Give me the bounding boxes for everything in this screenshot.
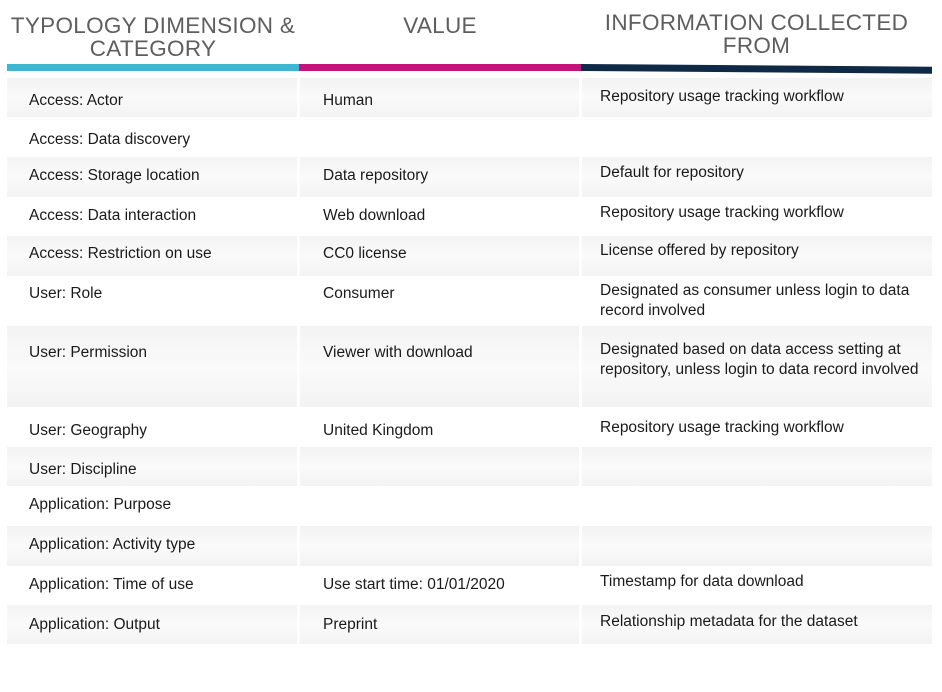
table-row: Access: Restriction on use CC0 license Lic… — [7, 236, 932, 276]
dimension-cell: Access: Storage location — [29, 167, 200, 184]
value-cell: Preprint — [323, 616, 378, 633]
dimension-cell: Access: Restriction on use — [29, 245, 212, 262]
typology-table: TYPOLOGY DIMENSION & CATEGORY VALUE INFO… — [7, 0, 932, 644]
table-header: TYPOLOGY DIMENSION & CATEGORY VALUE INFO… — [7, 0, 932, 64]
header-color-bars — [7, 64, 932, 74]
value-cell — [299, 117, 581, 157]
table-row: User: Permission Viewer with download Desi… — [7, 326, 932, 407]
source-cell: Relationship metadata for the dataset — [600, 613, 858, 630]
table-row: Access: Data discovery — [7, 117, 932, 157]
value-cell: Viewer with download — [323, 344, 473, 361]
navy-bar — [581, 64, 932, 74]
dimension-cell: User: Geography — [29, 422, 148, 439]
value-cell: Data repository — [323, 167, 429, 184]
table-row: Application: Activity type — [7, 526, 932, 566]
source-cell: Repository usage tracking workflow — [600, 88, 844, 105]
value-cell: Human — [323, 92, 373, 109]
dimension-cell: User: Discipline — [29, 461, 137, 478]
table-row: Access: Actor Human Repository usage track… — [7, 78, 932, 117]
value-cell: Consumer — [323, 285, 395, 302]
value-cell: United Kingdom — [323, 422, 434, 439]
source-cell — [581, 117, 932, 157]
cyan-bar — [7, 64, 299, 71]
table-row: User: Discipline — [7, 447, 932, 486]
source-cell — [581, 447, 932, 486]
dimension-cell: Access: Data interaction — [29, 207, 197, 224]
table-row: Application: Purpose — [7, 486, 932, 526]
header-source: INFORMATION COLLECTED FROM — [604, 10, 909, 58]
table-row: Application: Time of use Use start time: … — [7, 566, 932, 605]
source-cell: License offered by repository — [600, 242, 799, 259]
header-dimension: TYPOLOGY DIMENSION & CATEGORY — [10, 13, 296, 61]
dimension-cell: Application: Time of use — [29, 576, 194, 593]
table-row: Application: Output Preprint Relationship … — [7, 605, 932, 644]
table-row: User: Role Consumer Designated as consumer… — [7, 276, 932, 326]
value-cell: Use start time: 01/01/2020 — [323, 576, 505, 593]
source-cell: Timestamp for data download — [600, 573, 804, 590]
source-cell: Repository usage tracking workflow — [600, 419, 844, 436]
table-row: Access: Data interaction Web download Repo… — [7, 197, 932, 236]
source-cell — [581, 486, 932, 526]
source-cell: Default for repository — [600, 164, 744, 181]
dimension-cell: Application: Purpose — [29, 496, 172, 513]
column-divider — [297, 71, 300, 692]
column-divider — [579, 71, 582, 692]
source-cell: Designated as consumer unless login to d… — [600, 282, 910, 319]
dimension-cell: Application: Output — [29, 616, 160, 633]
source-cell: Designated based on data access setting … — [600, 341, 919, 378]
table-row: User: Geography United Kingdom Repository … — [7, 407, 932, 447]
value-cell: Web download — [323, 207, 426, 224]
source-cell: Repository usage tracking workflow — [600, 204, 844, 221]
source-cell — [581, 526, 932, 566]
header-value: VALUE — [403, 13, 477, 38]
value-cell — [299, 486, 581, 526]
dimension-cell: Application: Activity type — [29, 536, 196, 553]
value-cell: CC0 license — [323, 245, 407, 262]
value-cell — [299, 526, 581, 566]
dimension-cell: Access: Actor — [29, 92, 123, 109]
dimension-cell: User: Role — [29, 285, 103, 302]
magenta-bar — [299, 64, 581, 71]
dimension-cell: Access: Data discovery — [29, 131, 191, 148]
value-cell — [299, 447, 581, 486]
dimension-cell: User: Permission — [29, 344, 147, 361]
table-row: Access: Storage location Data repository D… — [7, 157, 932, 197]
table-body: Access: Actor Human Repository usage track… — [7, 78, 932, 644]
